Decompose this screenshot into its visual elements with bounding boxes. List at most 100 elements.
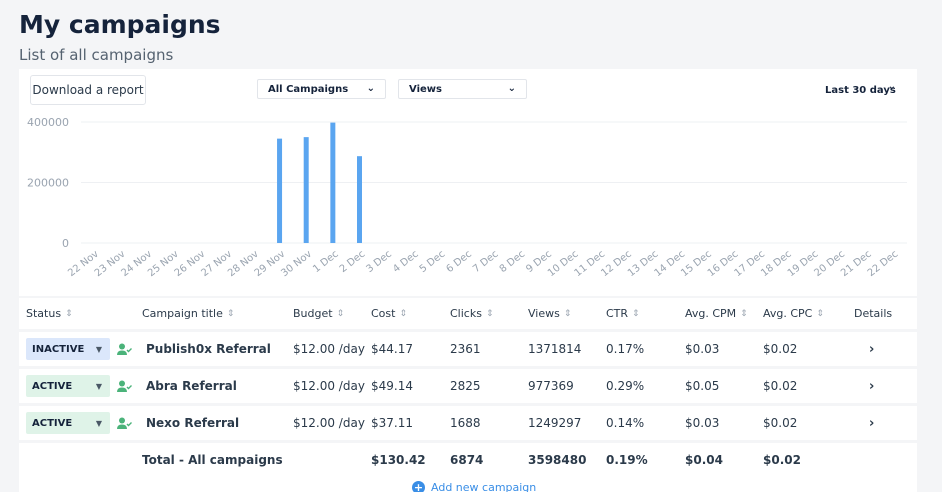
cpc-value: $0.02	[763, 342, 798, 356]
chart-bar[interactable]	[303, 137, 309, 243]
page-title: My campaigns	[19, 10, 221, 39]
column-header[interactable]: Campaign title ⇕	[142, 298, 234, 329]
x-tick-label: 6 Dec	[444, 249, 474, 275]
chevron-right-icon[interactable]: ›	[869, 378, 875, 394]
sort-icon: ⇕	[336, 308, 345, 319]
status-select[interactable]: INACTIVE ▼	[26, 338, 110, 360]
column-header-label: Avg. CPC	[763, 307, 813, 320]
x-tick-label: 4 Dec	[391, 249, 421, 275]
column-header-label: Views	[528, 307, 560, 320]
sort-icon: ⇕	[485, 308, 494, 319]
campaign-filter-select[interactable]: All Campaigns ⌄	[257, 79, 386, 99]
user-check-icon	[117, 406, 132, 440]
sort-icon: ⇕	[740, 308, 748, 319]
chart-bar[interactable]	[357, 156, 362, 243]
total-cost: $130.42	[371, 453, 426, 467]
total-cpm: $0.04	[685, 453, 723, 467]
clicks-value: 1688	[450, 416, 481, 430]
add-campaign-button[interactable]: + Add new campaign	[412, 481, 536, 492]
column-header-label: CTR	[606, 307, 629, 320]
column-header[interactable]: Clicks ⇕	[450, 298, 494, 329]
column-header-label: Campaign title	[142, 307, 223, 320]
cpm-value: $0.03	[685, 416, 720, 430]
campaign-title: Publish0x Referral	[146, 342, 271, 356]
table-header: Status ⇕ Campaign title ⇕ Budget ⇕ Cost ⇕ Clicks…	[19, 298, 917, 329]
add-campaign-bar: + Add new campaign	[19, 475, 917, 492]
chevron-down-icon: ⌄	[887, 81, 896, 92]
user-check-icon	[117, 369, 132, 403]
page-subtitle: List of all campaigns	[19, 46, 174, 64]
user-check-icon	[117, 332, 132, 366]
views-value: 1249297	[528, 416, 582, 430]
x-tick-label: 2 Dec	[338, 249, 368, 275]
x-tick-label: 22 Dec	[866, 249, 901, 279]
column-header[interactable]: CTR ⇕	[606, 298, 640, 329]
clicks-value: 2361	[450, 342, 481, 356]
column-header-label: Cost	[371, 307, 396, 320]
y-tick-label: 0	[62, 237, 69, 250]
cost-value: $44.17	[371, 342, 413, 356]
column-header[interactable]: Budget ⇕	[293, 298, 344, 329]
column-header[interactable]: Status ⇕	[26, 298, 73, 329]
add-campaign-label: Add new campaign	[431, 481, 537, 492]
table-row: ACTIVE ▼ Abra Referral $12.00 /day $49.14 282…	[19, 369, 917, 403]
cost-value: $37.11	[371, 416, 413, 430]
date-range-select[interactable]: Last 30 days ⌄	[815, 78, 906, 102]
status-value: INACTIVE	[32, 343, 85, 355]
date-range-value: Last 30 days	[825, 84, 896, 96]
sort-icon: ⇕	[632, 308, 640, 319]
ctr-value: 0.17%	[606, 342, 645, 356]
x-tick-label: 30 Nov	[279, 249, 314, 280]
x-tick-label: 1 Dec	[311, 249, 341, 275]
caret-down-icon: ▼	[95, 381, 102, 391]
campaign-filter-value: All Campaigns	[268, 83, 349, 95]
campaign-title: Nexo Referral	[146, 416, 240, 430]
caret-down-icon: ▼	[95, 418, 102, 428]
x-tick-label: 5 Dec	[418, 249, 448, 275]
chevron-right-icon[interactable]: ›	[869, 341, 875, 357]
cost-value: $49.14	[371, 379, 413, 393]
campaigns-table: Status ⇕ Campaign title ⇕ Budget ⇕ Cost ⇕ Clicks…	[19, 298, 917, 480]
cpm-value: $0.05	[685, 379, 720, 393]
sort-icon: ⇕	[65, 308, 73, 319]
metric-value: Views	[409, 83, 442, 95]
chart-bar[interactable]	[277, 138, 283, 243]
status-value: ACTIVE	[32, 417, 73, 429]
x-tick-label: 8 Dec	[498, 249, 528, 275]
chart-bar[interactable]	[330, 122, 336, 243]
sort-icon: ⇕	[816, 308, 824, 319]
sort-icon: ⇕	[399, 308, 408, 319]
column-header-label: Avg. CPM	[685, 307, 737, 320]
total-label: Total - All campaigns	[142, 453, 283, 467]
plus-circle-icon: +	[412, 481, 425, 492]
ctr-value: 0.14%	[606, 416, 645, 430]
cpc-value: $0.02	[763, 379, 798, 393]
table-row: ACTIVE ▼ Nexo Referral $12.00 /day $37.11 168…	[19, 406, 917, 440]
budget-value: $12.00 /day	[293, 416, 365, 430]
chevron-down-icon: ⌄	[366, 83, 375, 94]
chevron-down-icon: ⌄	[507, 83, 516, 94]
views-value: 1371814	[528, 342, 582, 356]
column-header-label: Details	[854, 307, 893, 320]
download-report-button[interactable]: Download a report	[30, 75, 146, 105]
column-header[interactable]: Views ⇕	[528, 298, 571, 329]
metric-select[interactable]: Views ⌄	[398, 79, 527, 99]
column-header[interactable]: Cost ⇕	[371, 298, 407, 329]
table-row: INACTIVE ▼ Publish0x Referral $12.00 /day $4…	[19, 332, 917, 366]
views-value: 977369	[528, 379, 574, 393]
total-clicks: 6874	[450, 453, 484, 467]
column-header[interactable]: Avg. CPC ⇕	[763, 298, 824, 329]
cpc-value: $0.02	[763, 416, 798, 430]
status-select[interactable]: ACTIVE ▼	[26, 375, 110, 397]
ctr-value: 0.29%	[606, 379, 645, 393]
cpm-value: $0.03	[685, 342, 720, 356]
column-header-label: Clicks	[450, 307, 482, 320]
chevron-right-icon[interactable]: ›	[869, 415, 875, 431]
column-header[interactable]: Avg. CPM ⇕	[685, 298, 748, 329]
y-tick-label: 400000	[27, 116, 69, 129]
status-select[interactable]: ACTIVE ▼	[26, 412, 110, 434]
total-cpc: $0.02	[763, 453, 801, 467]
status-value: ACTIVE	[32, 380, 73, 392]
caret-down-icon: ▼	[95, 344, 102, 354]
